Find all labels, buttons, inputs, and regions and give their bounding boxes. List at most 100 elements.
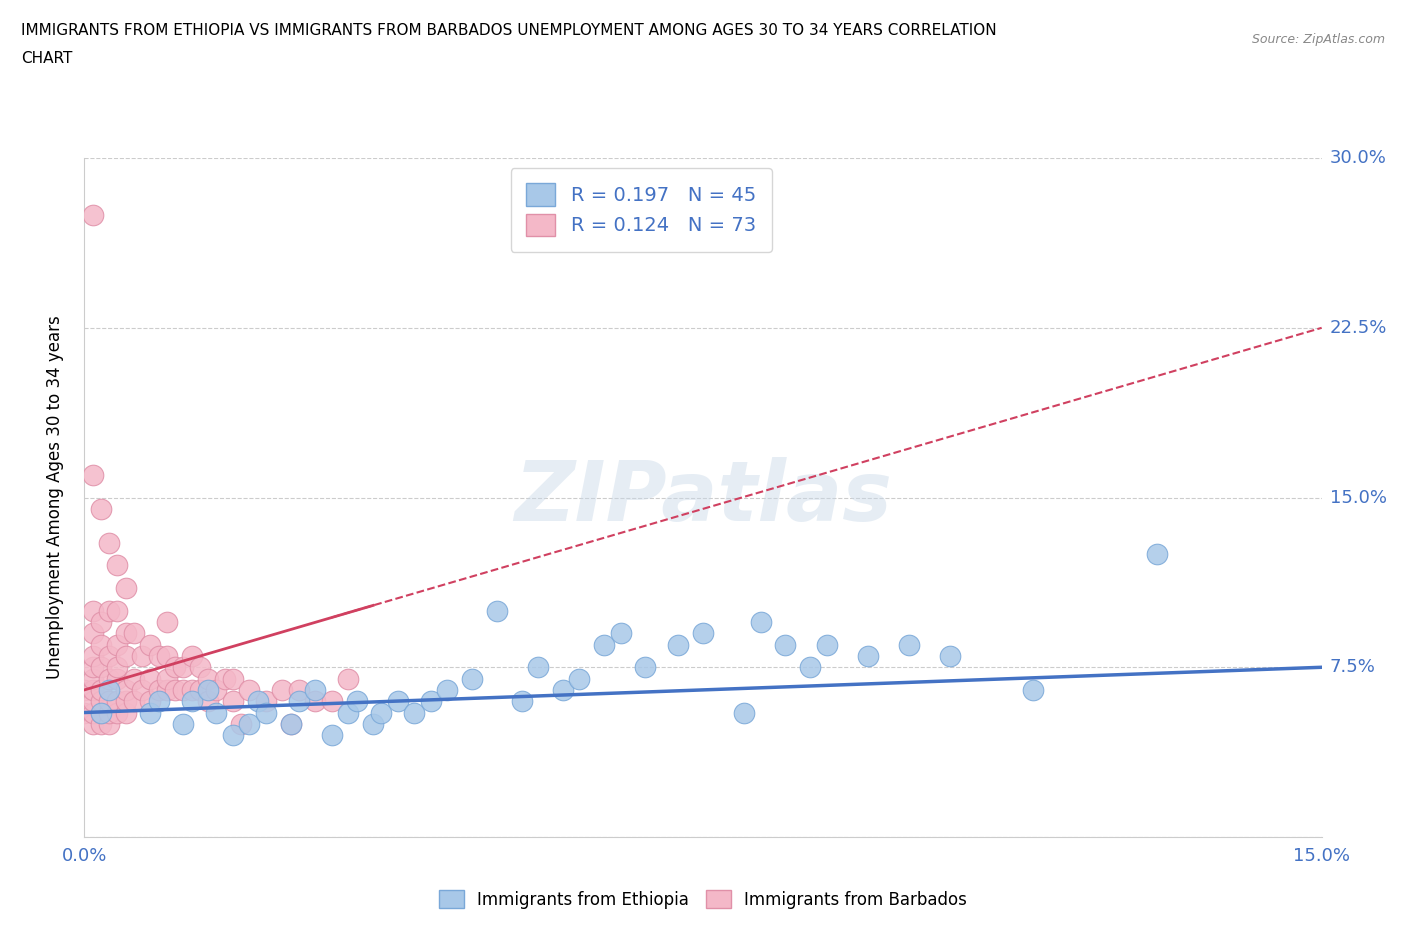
Point [105, 637, 128, 652]
Point [222, 671, 245, 686]
Point [98, 648, 121, 663]
Text: Source: ZipAtlas.com: Source: ZipAtlas.com [1251, 33, 1385, 46]
Text: IMMIGRANTS FROM ETHIOPIA VS IMMIGRANTS FROM BARBADOS UNEMPLOYMENT AMONG AGES 30 : IMMIGRANTS FROM ETHIOPIA VS IMMIGRANTS F… [21, 23, 997, 38]
Point [148, 648, 170, 663]
Point [90, 705, 112, 720]
Point [114, 683, 136, 698]
Point [98, 716, 121, 731]
Point [510, 694, 533, 709]
Point [527, 660, 550, 675]
Point [82, 660, 104, 675]
Point [165, 660, 187, 675]
Point [148, 694, 170, 709]
Point [939, 648, 962, 663]
Point [188, 660, 211, 675]
Point [461, 671, 484, 686]
Point [90, 705, 112, 720]
Point [105, 604, 128, 618]
Point [156, 615, 179, 630]
Point [361, 716, 384, 731]
Point [222, 694, 245, 709]
Point [419, 694, 441, 709]
Point [387, 694, 409, 709]
Point [98, 604, 121, 618]
Text: ZIPatlas: ZIPatlas [515, 457, 891, 538]
Point [105, 660, 128, 675]
Point [188, 683, 211, 698]
Point [280, 716, 302, 731]
Text: CHART: CHART [21, 51, 73, 66]
Point [254, 705, 277, 720]
Point [180, 648, 202, 663]
Point [82, 705, 104, 720]
Point [205, 683, 228, 698]
Point [288, 694, 311, 709]
Point [114, 580, 136, 595]
Point [246, 694, 269, 709]
Point [1146, 547, 1168, 562]
Point [749, 615, 772, 630]
Point [898, 637, 921, 652]
Point [856, 648, 879, 663]
Point [180, 683, 202, 698]
Point [172, 660, 194, 675]
Point [139, 637, 162, 652]
Point [156, 648, 179, 663]
Point [90, 637, 112, 652]
Point [139, 705, 162, 720]
Point [122, 671, 145, 686]
Point [568, 671, 591, 686]
Point [197, 671, 219, 686]
Point [98, 705, 121, 720]
Point [280, 716, 302, 731]
Point [82, 671, 104, 686]
Point [131, 648, 153, 663]
Text: 7.5%: 7.5% [1330, 658, 1376, 676]
Point [82, 683, 104, 698]
Point [304, 694, 326, 709]
Point [551, 683, 574, 698]
Point [122, 626, 145, 641]
Point [337, 705, 360, 720]
Point [346, 694, 368, 709]
Point [105, 671, 128, 686]
Point [370, 705, 392, 720]
Point [156, 683, 179, 698]
Text: 22.5%: 22.5% [1330, 319, 1388, 337]
Point [271, 683, 294, 698]
Point [82, 716, 104, 731]
Point [321, 694, 343, 709]
Point [105, 694, 128, 709]
Point [815, 637, 838, 652]
Point [105, 558, 128, 573]
Point [222, 727, 245, 742]
Text: 30.0%: 30.0% [1330, 149, 1386, 167]
Point [73, 705, 96, 720]
Y-axis label: Unemployment Among Ages 30 to 34 years: Unemployment Among Ages 30 to 34 years [45, 315, 63, 680]
Point [148, 683, 170, 698]
Point [288, 683, 311, 698]
Point [238, 683, 260, 698]
Point [114, 648, 136, 663]
Point [114, 694, 136, 709]
Point [197, 694, 219, 709]
Point [172, 683, 194, 698]
Point [238, 716, 260, 731]
Point [90, 501, 112, 516]
Point [254, 694, 277, 709]
Point [609, 626, 631, 641]
Point [90, 660, 112, 675]
Point [205, 705, 228, 720]
Point [156, 671, 179, 686]
Point [666, 637, 689, 652]
Point [90, 716, 112, 731]
Point [98, 683, 121, 698]
Point [82, 604, 104, 618]
Point [436, 683, 458, 698]
Point [82, 626, 104, 641]
Point [304, 683, 326, 698]
Point [197, 683, 219, 698]
Point [214, 671, 236, 686]
Point [73, 683, 96, 698]
Point [90, 615, 112, 630]
